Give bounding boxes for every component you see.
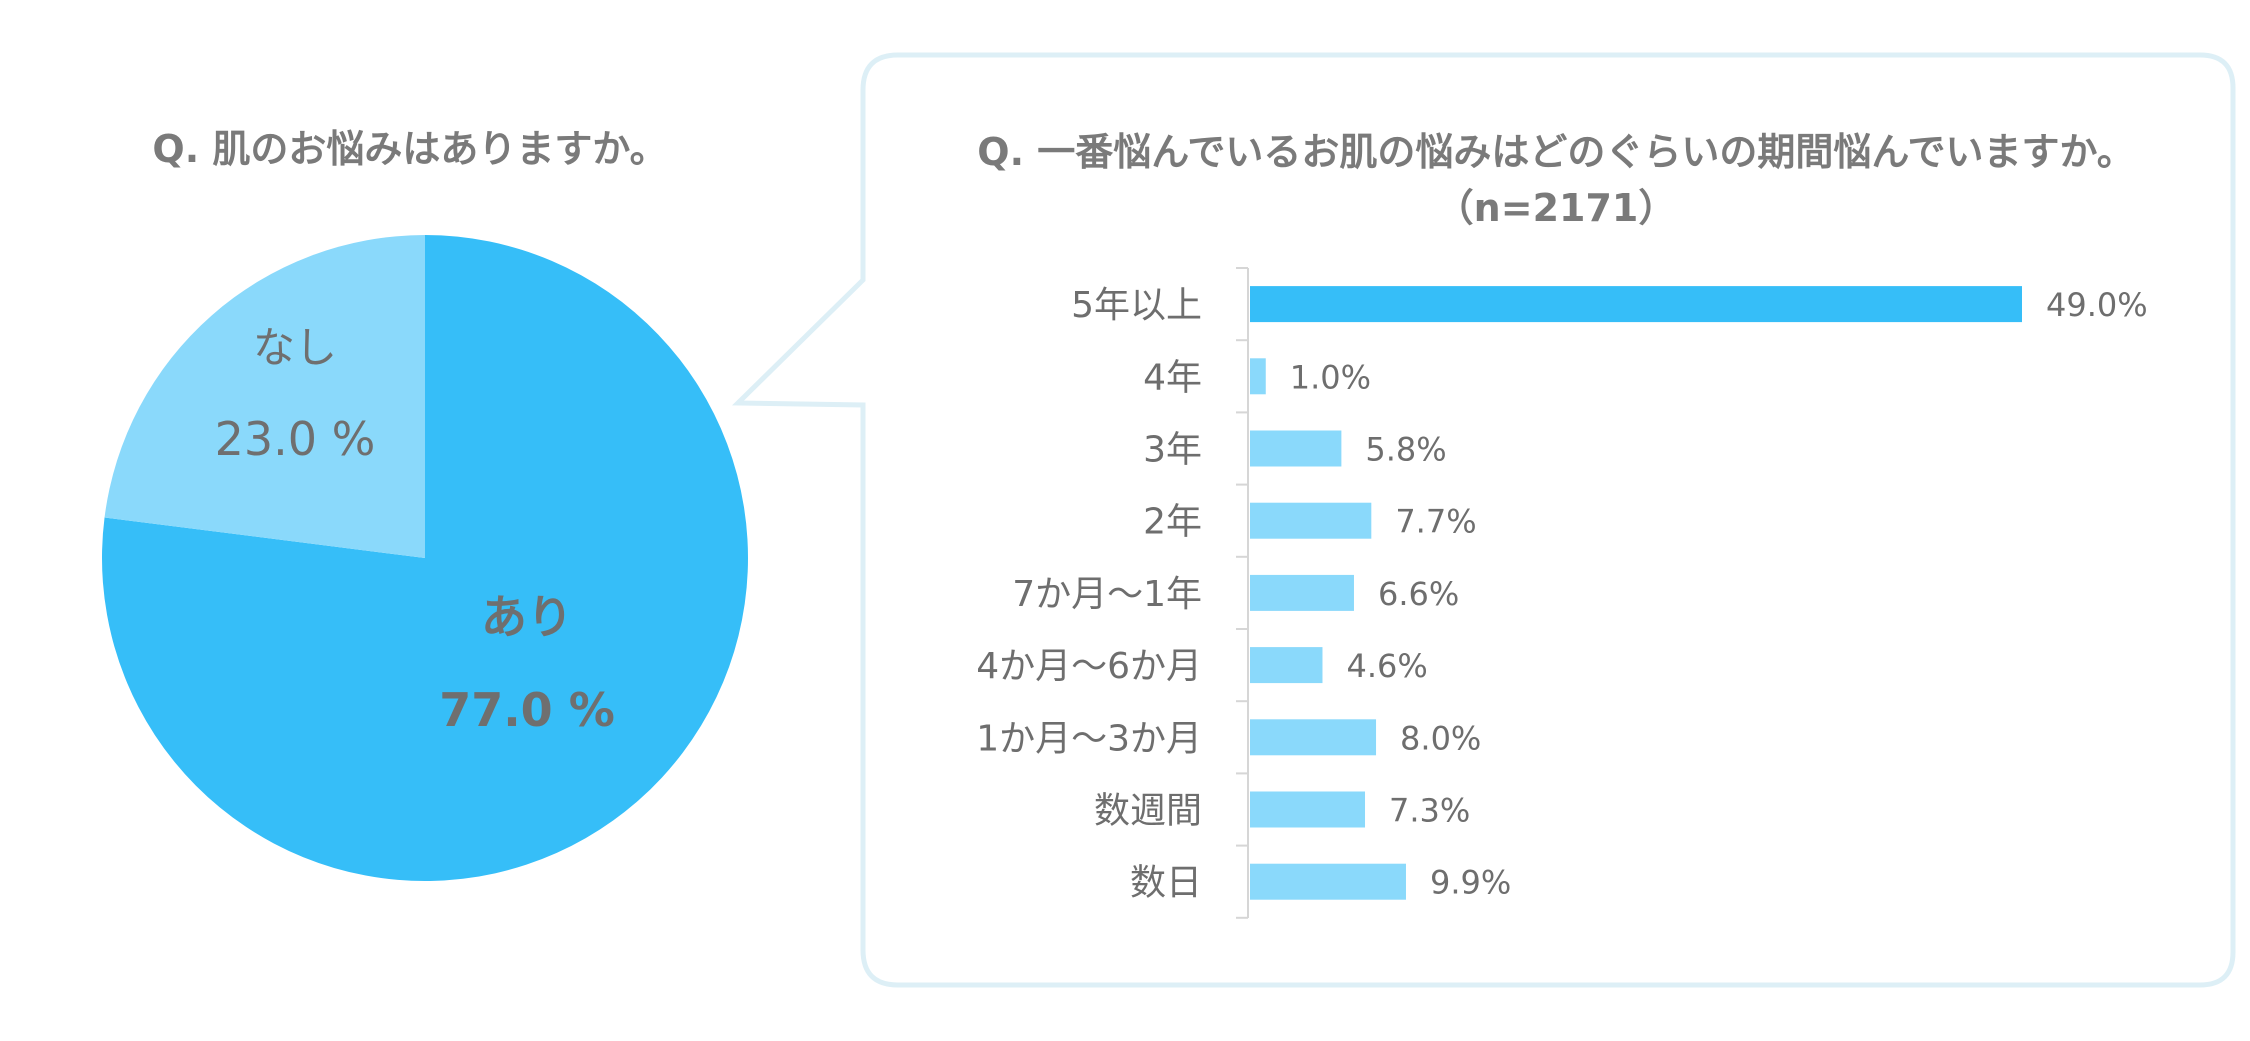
pie-label-ari: あり [481,590,573,644]
bar-8 [1250,863,1406,900]
category-label: 1か月～3か月 [976,718,1202,759]
value-label: 6.6% [1378,575,1459,613]
category-label: 数週間 [1094,791,1202,832]
bar-chart: Q. 一番悩んでいるお肌の悩みはどのぐらいの期間悩んでいますか。 （n=2171… [976,130,2148,919]
bar-title: Q. 一番悩んでいるお肌の悩みはどのぐらいの期間悩んでいますか。 [977,130,2134,174]
bar-3 [1250,502,1372,539]
bar-7 [1250,791,1366,828]
category-label: 3年 [1143,430,1202,471]
category-label: 4年 [1143,357,1202,398]
value-label: 49.0% [2046,286,2148,324]
value-label: 1.0% [1290,358,1371,396]
value-label: 7.7% [1395,503,1476,541]
value-label: 8.0% [1400,719,1481,757]
value-label: 5.8% [1365,431,1446,469]
value-label: 7.3% [1389,792,1470,830]
bar-0 [1250,286,2022,323]
bar-6 [1250,719,1377,756]
bar-5 [1250,647,1323,684]
pie-value-ari: 77.0 % [439,683,615,737]
pie-chart: Q. 肌のお悩みはありますか。 なし 23.0 % あり 77.0 % [101,127,748,881]
pie-slices [101,234,748,881]
category-label: 2年 [1143,502,1202,543]
bar-marks: 5年以上 49.0% 4年 1.0% 3年 5.8% 2年 7.7% 7か月～1年 6.6% 4か月… [976,267,2148,919]
bar-subtitle: （n=2171） [1436,186,1677,230]
pie-label-nashi: なし [253,323,337,372]
value-label: 9.9% [1430,864,1511,902]
category-label: 7か月～1年 [1012,574,1202,615]
category-label: 数日 [1130,863,1202,904]
category-label: 4か月～6か月 [976,646,1202,687]
pie-slice-1 [104,234,426,558]
bar-4 [1250,574,1354,611]
pie-value-nashi: 23.0 % [215,412,376,466]
category-label: 5年以上 [1071,285,1202,326]
bar-1 [1250,358,1266,395]
bar-2 [1250,430,1342,467]
value-label: 4.6% [1346,647,1427,685]
pie-title: Q. 肌のお悩みはありますか。 [152,127,667,171]
